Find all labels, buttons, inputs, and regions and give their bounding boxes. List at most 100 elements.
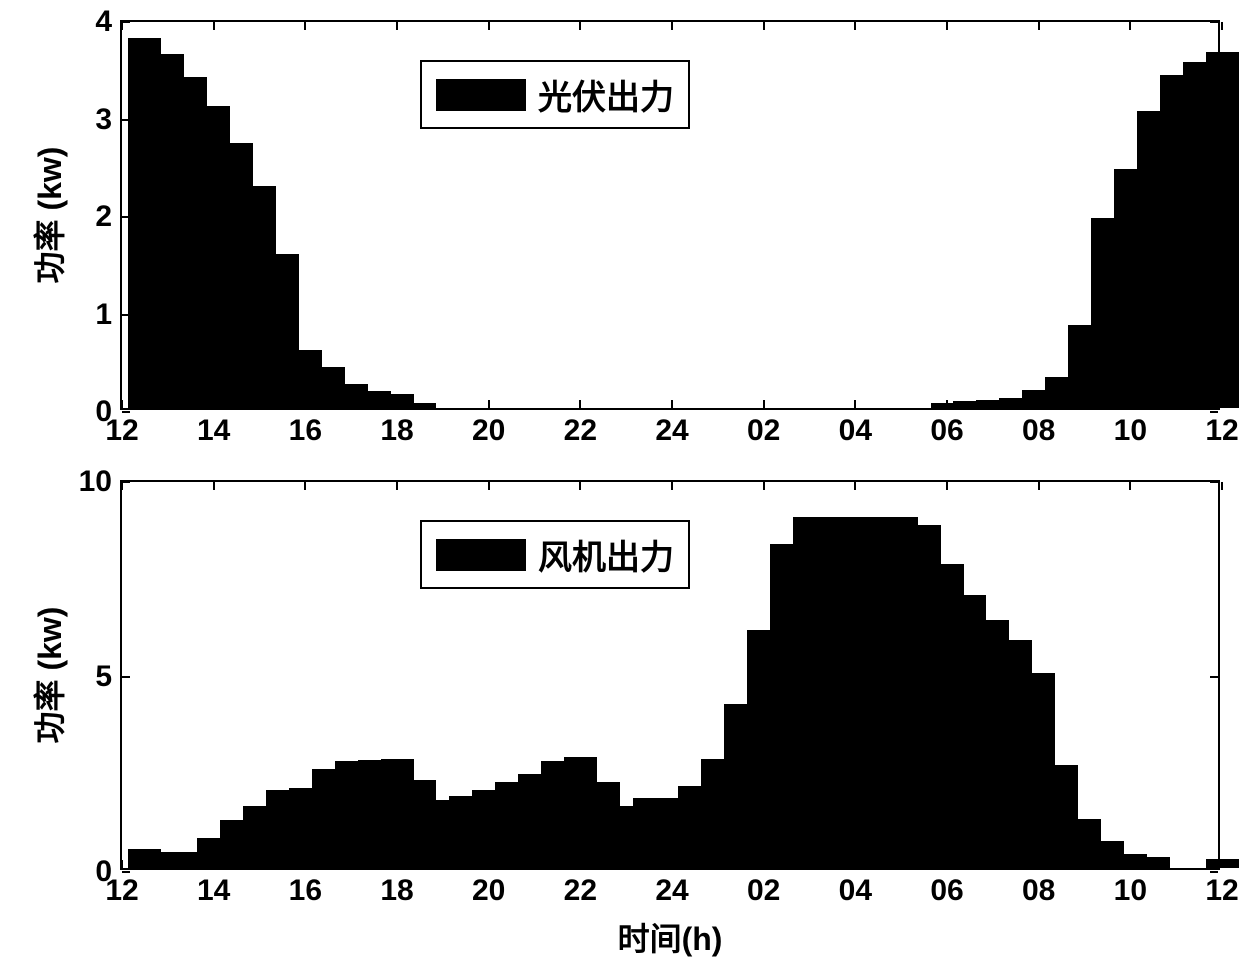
xtick: [1221, 400, 1223, 408]
xtick: [396, 860, 398, 868]
xtick: [213, 400, 215, 408]
xtick: [121, 22, 123, 30]
xticklabel: 06: [930, 868, 963, 908]
legend: 光伏出力: [420, 60, 690, 129]
xtick: [488, 860, 490, 868]
xticklabel: 20: [472, 408, 505, 448]
legend-label: 光伏出力: [538, 70, 674, 119]
xtick: [213, 860, 215, 868]
xtick: [763, 400, 765, 408]
xtick: [854, 400, 856, 408]
yticklabel: 10: [79, 465, 122, 499]
xtick: [1038, 860, 1040, 868]
xtick: [854, 860, 856, 868]
xticklabel: 20: [472, 868, 505, 908]
xtick: [1221, 22, 1223, 30]
ytick: [122, 21, 130, 23]
legend: 风机出力: [420, 520, 690, 589]
xtick: [1129, 482, 1131, 490]
xtick: [304, 860, 306, 868]
xticklabel: 08: [1022, 408, 1055, 448]
xlabel: 时间(h): [618, 914, 723, 960]
ylabel: 功率 (kw): [25, 607, 71, 744]
xtick: [121, 482, 123, 490]
xtick: [671, 860, 673, 868]
xticklabel: 04: [839, 868, 872, 908]
xtick: [579, 482, 581, 490]
xtick: [121, 860, 123, 868]
xtick: [396, 22, 398, 30]
xtick: [213, 482, 215, 490]
xticklabel: 12: [105, 408, 138, 448]
ylabel: 功率 (kw): [25, 147, 71, 284]
xtick: [579, 400, 581, 408]
legend-swatch: [436, 79, 526, 111]
xtick: [1038, 400, 1040, 408]
xtick: [671, 400, 673, 408]
ytick: [1210, 216, 1218, 218]
chart-panel-top: 0123412141618202224020406081012光伏出力: [120, 20, 1220, 410]
xtick: [304, 482, 306, 490]
xtick: [946, 482, 948, 490]
xtick: [946, 400, 948, 408]
ytick: [1210, 119, 1218, 121]
ytick: [1210, 314, 1218, 316]
xtick: [1129, 400, 1131, 408]
legend-swatch: [436, 539, 526, 571]
yticklabel: 5: [95, 660, 122, 694]
xtick: [1129, 860, 1131, 868]
xtick: [304, 400, 306, 408]
ytick: [122, 676, 130, 678]
yticklabel: 1: [95, 298, 122, 332]
xtick: [1038, 22, 1040, 30]
xticklabel: 18: [380, 408, 413, 448]
bar: [1137, 857, 1170, 868]
xticklabel: 06: [930, 408, 963, 448]
chart-panel-bottom: 051012141618202224020406081012风机出力: [120, 480, 1220, 870]
xticklabel: 16: [289, 408, 322, 448]
xtick: [396, 400, 398, 408]
ytick: [122, 119, 130, 121]
xtick: [304, 22, 306, 30]
xtick: [1221, 482, 1223, 490]
legend-label: 风机出力: [538, 530, 674, 579]
xtick: [763, 482, 765, 490]
xticklabel: 14: [197, 868, 230, 908]
xticklabel: 04: [839, 408, 872, 448]
xtick: [671, 482, 673, 490]
ytick: [1210, 676, 1218, 678]
xtick: [579, 22, 581, 30]
xticklabel: 12: [1205, 408, 1238, 448]
xtick: [671, 22, 673, 30]
yticklabel: 3: [95, 103, 122, 137]
xticklabel: 10: [1114, 408, 1147, 448]
xtick: [1038, 482, 1040, 490]
xtick: [1221, 860, 1223, 868]
yticklabel: 2: [95, 200, 122, 234]
xticklabel: 12: [1205, 868, 1238, 908]
ytick: [122, 314, 130, 316]
xtick: [488, 482, 490, 490]
xtick: [579, 860, 581, 868]
xtick: [946, 22, 948, 30]
xtick: [763, 860, 765, 868]
ytick: [122, 481, 130, 483]
xticklabel: 24: [655, 868, 688, 908]
xticklabel: 02: [747, 408, 780, 448]
xtick: [854, 482, 856, 490]
bar: [1206, 52, 1239, 408]
xtick: [121, 400, 123, 408]
xtick: [1129, 22, 1131, 30]
xticklabel: 08: [1022, 868, 1055, 908]
figure: 0123412141618202224020406081012光伏出力功率 (k…: [0, 0, 1240, 974]
xticklabel: 14: [197, 408, 230, 448]
xticklabel: 02: [747, 868, 780, 908]
xticklabel: 16: [289, 868, 322, 908]
ytick: [122, 216, 130, 218]
xticklabel: 18: [380, 868, 413, 908]
xtick: [213, 22, 215, 30]
xticklabel: 22: [564, 408, 597, 448]
yticklabel: 4: [95, 5, 122, 39]
xticklabel: 10: [1114, 868, 1147, 908]
xtick: [488, 400, 490, 408]
